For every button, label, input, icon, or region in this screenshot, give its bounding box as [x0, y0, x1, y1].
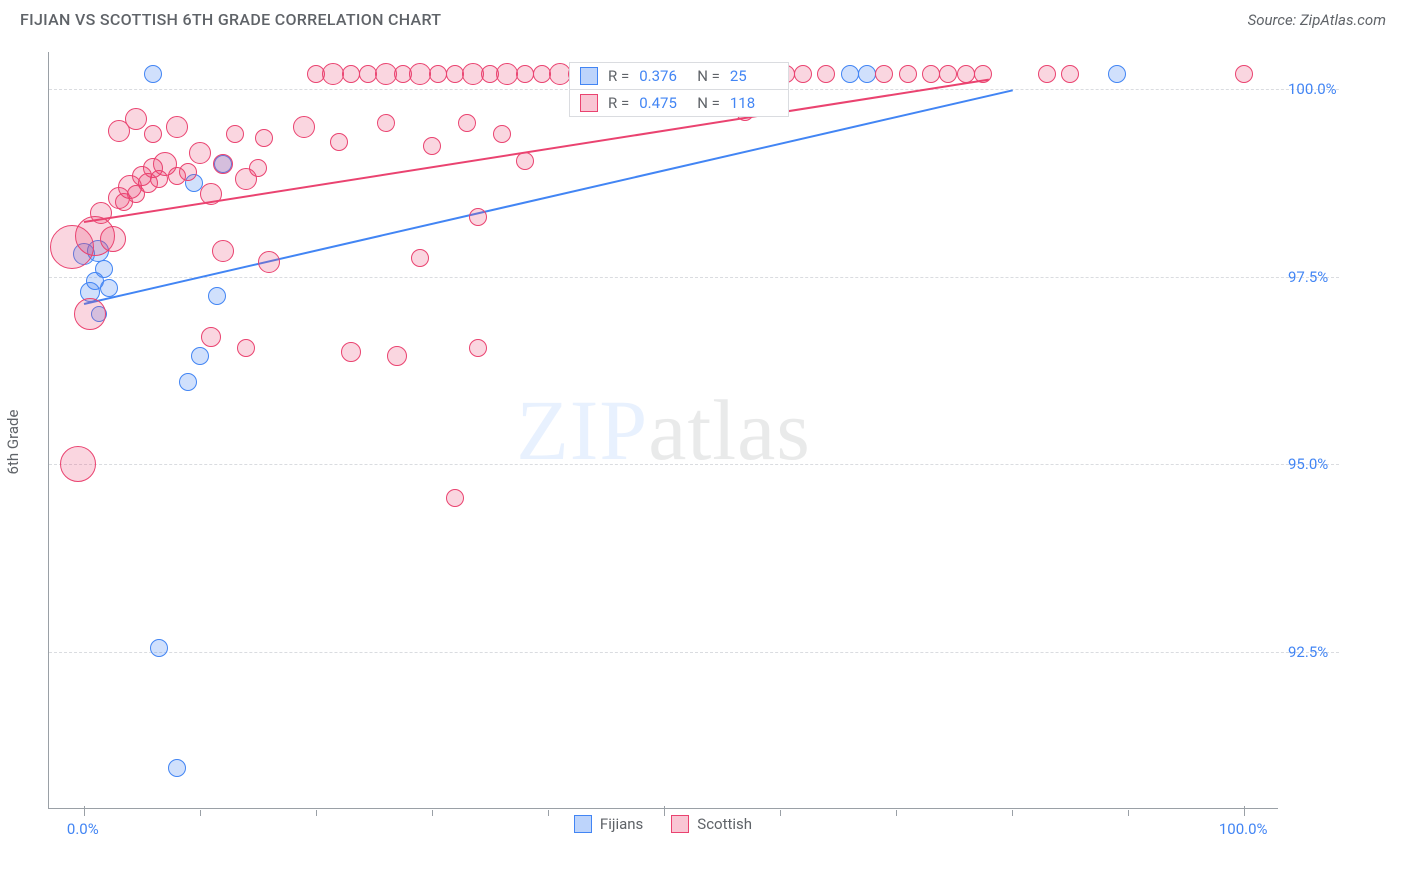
data-point-scottish	[249, 159, 267, 177]
data-point-scottish	[493, 125, 511, 143]
chart-title: FIJIAN VS SCOTTISH 6TH GRADE CORRELATION…	[20, 10, 441, 29]
ytick-label: 100.0%	[1288, 80, 1337, 98]
data-point-scottish	[125, 108, 147, 130]
data-point-fijian	[1108, 65, 1126, 83]
data-point-scottish	[899, 65, 917, 83]
data-point-scottish	[179, 163, 197, 181]
data-point-scottish	[74, 298, 106, 330]
stats-r-value: 0.376	[639, 67, 687, 85]
data-point-scottish	[255, 129, 273, 147]
stats-r-label: R =	[608, 94, 629, 112]
data-point-scottish	[469, 208, 487, 226]
data-point-fijian	[150, 639, 168, 657]
gridline	[49, 277, 1339, 278]
data-point-scottish	[189, 142, 211, 164]
legend: Fijians Scottish	[48, 815, 1278, 833]
swatch-fijian	[580, 67, 598, 85]
data-point-scottish	[1061, 65, 1079, 83]
legend-label-scottish: Scottish	[697, 815, 752, 833]
data-point-scottish	[226, 125, 244, 143]
stats-n-label: N =	[697, 94, 720, 112]
data-point-scottish	[201, 327, 221, 347]
data-point-scottish	[341, 342, 361, 362]
legend-item-fijians: Fijians	[574, 815, 643, 833]
xtick-label: 100.0%	[1219, 820, 1268, 838]
data-point-scottish	[387, 346, 407, 366]
xtick-label: 0.0%	[67, 820, 99, 838]
ytick-label: 92.5%	[1288, 643, 1328, 661]
legend-label-fijians: Fijians	[600, 815, 643, 833]
data-point-scottish	[213, 154, 233, 174]
data-point-scottish	[1038, 65, 1056, 83]
data-point-scottish	[330, 133, 348, 151]
data-point-scottish	[458, 114, 476, 132]
data-point-fijian	[95, 260, 113, 278]
data-point-scottish	[429, 65, 447, 83]
data-point-scottish	[1235, 65, 1253, 83]
swatch-scottish	[580, 94, 598, 112]
plot-area: ZIPatlas R =0.376N =25R =0.475N =118	[48, 52, 1278, 809]
gridline	[49, 464, 1339, 465]
data-point-scottish	[939, 65, 957, 83]
data-point-scottish	[237, 339, 255, 357]
data-point-scottish	[794, 65, 812, 83]
data-point-fijian	[191, 347, 209, 365]
trendline-fijian	[84, 89, 1013, 305]
swatch-scottish	[671, 815, 689, 833]
data-point-scottish	[423, 137, 441, 155]
data-point-fijian	[168, 759, 186, 777]
trendline-scottish	[84, 78, 989, 222]
data-point-scottish	[875, 65, 893, 83]
chart-container: 6th Grade ZIPatlas R =0.376N =25R =0.475…	[48, 52, 1388, 832]
stats-n-label: N =	[697, 67, 720, 85]
y-axis-label: 6th Grade	[4, 410, 22, 475]
data-point-fijian	[858, 65, 876, 83]
data-point-scottish	[922, 65, 940, 83]
stats-r-value: 0.475	[639, 94, 687, 112]
stats-row-fijian: R = 0.376 N = 25	[570, 63, 788, 90]
stats-n-value: 25	[730, 67, 778, 85]
data-point-scottish	[144, 125, 162, 143]
stats-r-label: R =	[608, 67, 629, 85]
data-point-fijian	[208, 287, 226, 305]
data-point-fijian	[100, 279, 118, 297]
gridline	[49, 652, 1339, 653]
stats-n-value: 118	[730, 94, 778, 112]
data-point-scottish	[60, 446, 96, 482]
data-point-scottish	[293, 116, 315, 138]
data-point-scottish	[377, 114, 395, 132]
ytick-label: 97.5%	[1288, 268, 1328, 286]
data-point-scottish	[258, 251, 280, 273]
stats-row-scottish: R = 0.475 N = 118	[570, 90, 788, 116]
stats-box: R = 0.376 N = 25 R = 0.475 N = 118	[569, 62, 789, 117]
data-point-scottish	[166, 116, 188, 138]
legend-item-scottish: Scottish	[671, 815, 752, 833]
data-point-fijian	[144, 65, 162, 83]
swatch-fijian	[574, 815, 592, 833]
chart-header: FIJIAN VS SCOTTISH 6TH GRADE CORRELATION…	[0, 0, 1406, 37]
data-point-fijian	[841, 65, 859, 83]
chart-source: Source: ZipAtlas.com	[1248, 11, 1386, 29]
data-point-scottish	[817, 65, 835, 83]
data-point-scottish	[100, 226, 126, 252]
data-point-scottish	[469, 339, 487, 357]
data-point-scottish	[342, 65, 360, 83]
data-point-scottish	[516, 65, 534, 83]
data-point-fijian	[179, 373, 197, 391]
data-point-scottish	[212, 240, 234, 262]
ytick-label: 95.0%	[1288, 455, 1328, 473]
data-point-scottish	[411, 249, 429, 267]
data-point-scottish	[446, 489, 464, 507]
